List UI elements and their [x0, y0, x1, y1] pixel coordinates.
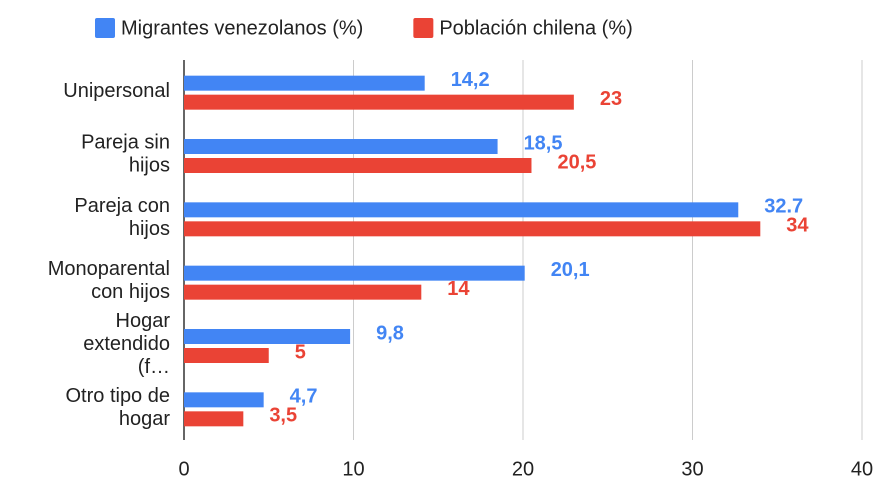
data-label: 20,5: [557, 151, 596, 173]
bar: [184, 75, 425, 91]
bar: [184, 158, 532, 173]
bar: [184, 392, 264, 408]
bar: [184, 348, 269, 363]
bar: [184, 94, 574, 110]
x-tick-label: 10: [342, 458, 364, 479]
x-tick-label: 30: [681, 458, 703, 479]
legend-label: Migrantes venezolanos (%): [121, 17, 363, 39]
y-tick-label: Pareja con hijos: [74, 195, 170, 240]
bar: [184, 284, 422, 300]
bar: [184, 265, 525, 281]
x-tick-label: 20: [512, 458, 534, 479]
y-tick-label: Hogar extendido (f…: [83, 310, 170, 378]
y-tick-label: Monoparental con hijos: [48, 258, 170, 303]
data-label: 9,8: [376, 322, 404, 344]
y-tick-label: Pareja sin hijos: [81, 132, 170, 177]
data-label: 14,2: [451, 69, 490, 91]
legend-label: Población chilena (%): [439, 17, 632, 39]
y-tick-label: Unipersonal: [63, 80, 170, 102]
data-label: 3,5: [269, 405, 297, 427]
data-label: 18,5: [524, 132, 563, 154]
data-label: 20,1: [551, 259, 590, 281]
data-label: 4,7: [290, 386, 318, 408]
data-label: 5: [295, 341, 306, 363]
legend-swatch: [95, 18, 115, 38]
bar: [184, 411, 244, 427]
bar: [184, 139, 498, 154]
data-label: 14: [447, 278, 470, 300]
legend-swatch: [413, 18, 434, 38]
x-tick-label: 40: [851, 458, 873, 479]
data-label: 23: [600, 88, 622, 110]
bar: [184, 221, 761, 237]
data-label: 32.7: [764, 196, 803, 218]
bar: [184, 329, 351, 344]
bar: [184, 202, 739, 218]
y-tick-label: Otro tipo de hogar: [65, 385, 170, 430]
x-tick-label: 0: [178, 458, 189, 479]
data-label: 34: [786, 215, 809, 237]
